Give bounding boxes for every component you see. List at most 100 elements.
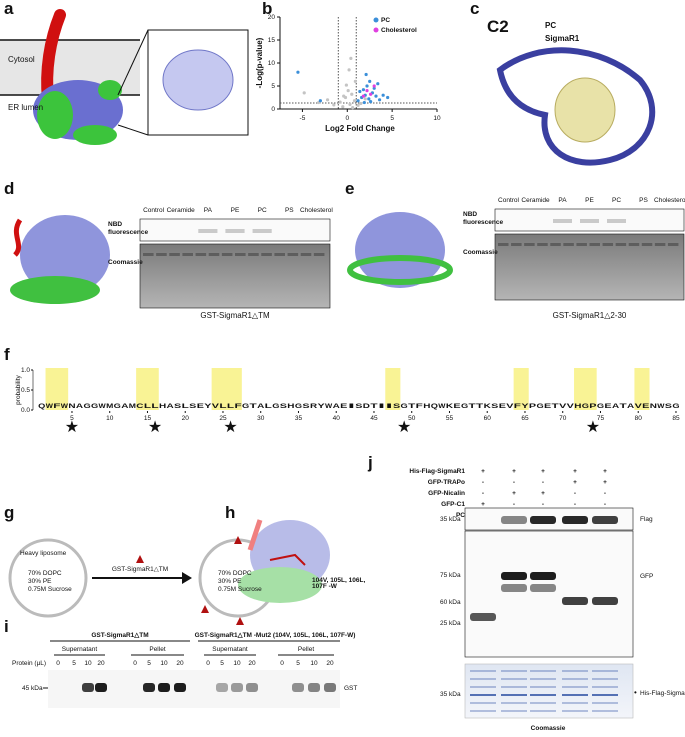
- label: Supernatant: [212, 646, 248, 653]
- band: [261, 253, 272, 256]
- band: [470, 702, 496, 704]
- label: h: [225, 503, 235, 522]
- band: [169, 253, 180, 256]
- band: [231, 683, 243, 692]
- point: [376, 82, 380, 86]
- label: GST-SigmaR1△TM -Mut2 (104V, 105L, 106L, …: [195, 632, 356, 639]
- label: ER lumen: [8, 103, 43, 112]
- label: W: [46, 403, 54, 410]
- label: PC: [456, 512, 465, 519]
- label: C2: [487, 17, 509, 36]
- point: [356, 99, 360, 103]
- label: T: [476, 403, 483, 410]
- label: 60 kDa: [440, 599, 461, 606]
- point: [325, 98, 330, 102]
- label: L: [227, 403, 234, 410]
- label: Coomassie: [531, 725, 566, 732]
- point: [347, 68, 351, 72]
- label: Control: [498, 197, 520, 204]
- label: GST-SigmaR1△TM: [200, 311, 270, 320]
- label: E: [642, 403, 650, 410]
- label: j: [367, 453, 373, 472]
- point: [367, 97, 371, 101]
- label: 5: [390, 115, 394, 122]
- label: GFP-Nicalin: [428, 490, 465, 497]
- label: Log2 Fold Change: [325, 124, 395, 133]
- highlight: [574, 368, 597, 410]
- label: E: [453, 403, 461, 410]
- label: W: [325, 403, 333, 410]
- label: R: [310, 403, 318, 410]
- label: E: [340, 403, 348, 410]
- point: [349, 56, 353, 61]
- label: E: [544, 403, 552, 410]
- label: 20: [182, 415, 190, 422]
- label: 0.5: [21, 387, 30, 394]
- highlight: [634, 368, 650, 410]
- label: A: [121, 403, 129, 410]
- label: PS: [639, 197, 648, 204]
- label: 40: [333, 415, 341, 422]
- label: SigmaR1: [545, 34, 580, 43]
- label: V: [506, 403, 514, 410]
- band: [501, 584, 527, 592]
- band: [308, 683, 320, 692]
- label: P: [529, 403, 537, 410]
- label: Cholesterol: [654, 197, 685, 204]
- label: G: [272, 403, 279, 410]
- label: 75 kDa: [440, 572, 461, 579]
- point: [302, 91, 306, 95]
- label: 15: [144, 415, 152, 422]
- label: +: [573, 468, 577, 475]
- label: 70% DOPC: [218, 570, 252, 577]
- label: +: [573, 479, 577, 486]
- point: [356, 103, 360, 107]
- star: ★: [586, 419, 600, 436]
- band: [562, 678, 588, 680]
- label: 5: [220, 660, 224, 667]
- highlight: [45, 368, 69, 410]
- label: G: [672, 403, 679, 410]
- band: [208, 253, 220, 256]
- label: c: [470, 0, 479, 18]
- label: -: [574, 490, 576, 497]
- label: 0: [345, 115, 349, 122]
- label: N: [650, 403, 658, 410]
- point: [361, 88, 366, 92]
- label: 0.0: [21, 407, 30, 414]
- legend-marker: [373, 27, 379, 33]
- label: T: [408, 403, 415, 410]
- label: 30% PE: [28, 578, 52, 585]
- label: T: [250, 403, 257, 410]
- highlight: [513, 368, 529, 410]
- band: [580, 219, 599, 223]
- label: N: [68, 403, 76, 410]
- band: [530, 694, 556, 696]
- label: probability: [15, 374, 22, 404]
- label: 45: [370, 415, 378, 422]
- band: [667, 243, 679, 246]
- band: [292, 683, 304, 692]
- coomassie-gel: [464, 663, 634, 719]
- point: [341, 105, 345, 109]
- label: A: [257, 403, 265, 410]
- point: [363, 97, 367, 101]
- label: 20: [268, 14, 276, 21]
- label: His-Flag-SigmaR1: [640, 690, 685, 697]
- band: [537, 243, 548, 246]
- label: +: [512, 468, 516, 475]
- label: GST-SigmaR1△TM: [112, 566, 168, 573]
- label: 5: [147, 660, 151, 667]
- label: PC: [258, 207, 267, 214]
- label: Ceramide: [521, 197, 550, 204]
- point: [296, 70, 300, 74]
- label: L: [182, 403, 189, 410]
- label: 10: [268, 60, 276, 67]
- band: [592, 702, 618, 704]
- label: Q: [38, 403, 45, 410]
- band: [592, 597, 618, 605]
- label: b: [262, 0, 272, 18]
- label: 20: [176, 660, 184, 667]
- band: [235, 253, 246, 256]
- label: a: [4, 0, 14, 18]
